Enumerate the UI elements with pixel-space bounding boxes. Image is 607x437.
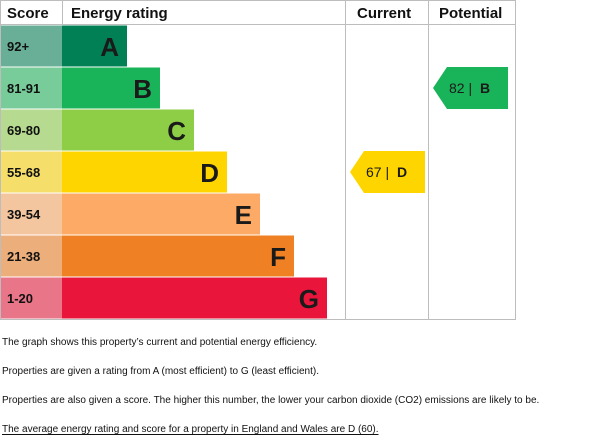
band-bar-f	[62, 235, 294, 277]
note-rating-scale: Properties are given a rating from A (mo…	[2, 366, 319, 377]
header-background	[0, 0, 516, 25]
band-letter-e: E	[235, 200, 252, 230]
score-label-e: 39-54	[7, 207, 41, 222]
header-potential: Potential	[439, 5, 502, 22]
score-cell-tint-a	[1, 25, 62, 67]
score-cell-tint-f	[1, 235, 62, 277]
score-cell-tint-b	[1, 67, 62, 109]
chart-frame	[0, 24, 516, 320]
band-bar-b	[62, 67, 160, 109]
band-bar-d	[62, 151, 227, 193]
score-cell-tint-d	[1, 151, 62, 193]
band-letter-g: G	[299, 284, 319, 314]
note-score-explanation: Properties are also given a score. The h…	[2, 395, 540, 406]
band-bar-c	[62, 109, 194, 151]
potential-rating-arrow	[433, 67, 508, 109]
header-current: Current	[357, 5, 411, 22]
score-cell-tint-g	[1, 277, 62, 319]
current-rating-arrow	[350, 151, 425, 193]
score-label-c: 69-80	[7, 123, 40, 138]
score-label-g: 1-20	[7, 291, 33, 306]
current-rating-label: 67 | D	[366, 164, 407, 180]
score-label-b: 81-91	[7, 81, 40, 96]
band-letter-b: B	[133, 74, 152, 104]
band-bar-e	[62, 193, 260, 235]
potential-rating-label: 82 | B	[449, 80, 490, 96]
band-bar-g	[62, 277, 327, 319]
header-score: Score	[7, 5, 49, 22]
score-label-f: 21-38	[7, 249, 40, 264]
band-bar-a	[62, 25, 127, 67]
epc-chart: Score Energy rating Current Potential 92…	[0, 0, 516, 320]
band-letter-f: F	[270, 242, 286, 272]
note-graph-description: The graph shows this property’s current …	[2, 337, 318, 348]
score-cell-tint-c	[1, 109, 62, 151]
band-letter-d: D	[200, 158, 219, 188]
score-label-d: 55-68	[7, 165, 40, 180]
score-cell-tint-e	[1, 193, 62, 235]
note-average-rating: The average energy rating and score for …	[2, 424, 379, 435]
header-energy-rating: Energy rating	[71, 5, 168, 22]
band-letter-c: C	[167, 116, 186, 146]
band-letter-a: A	[100, 32, 119, 62]
rating-markers: 67 | D 82 | B	[350, 67, 508, 193]
score-label-a: 92+	[7, 39, 29, 54]
rating-bands: 92+ A 81-91 B 69-80 C 55-68 D 39-54 E 21-38 F 1-20 G	[1, 25, 327, 319]
